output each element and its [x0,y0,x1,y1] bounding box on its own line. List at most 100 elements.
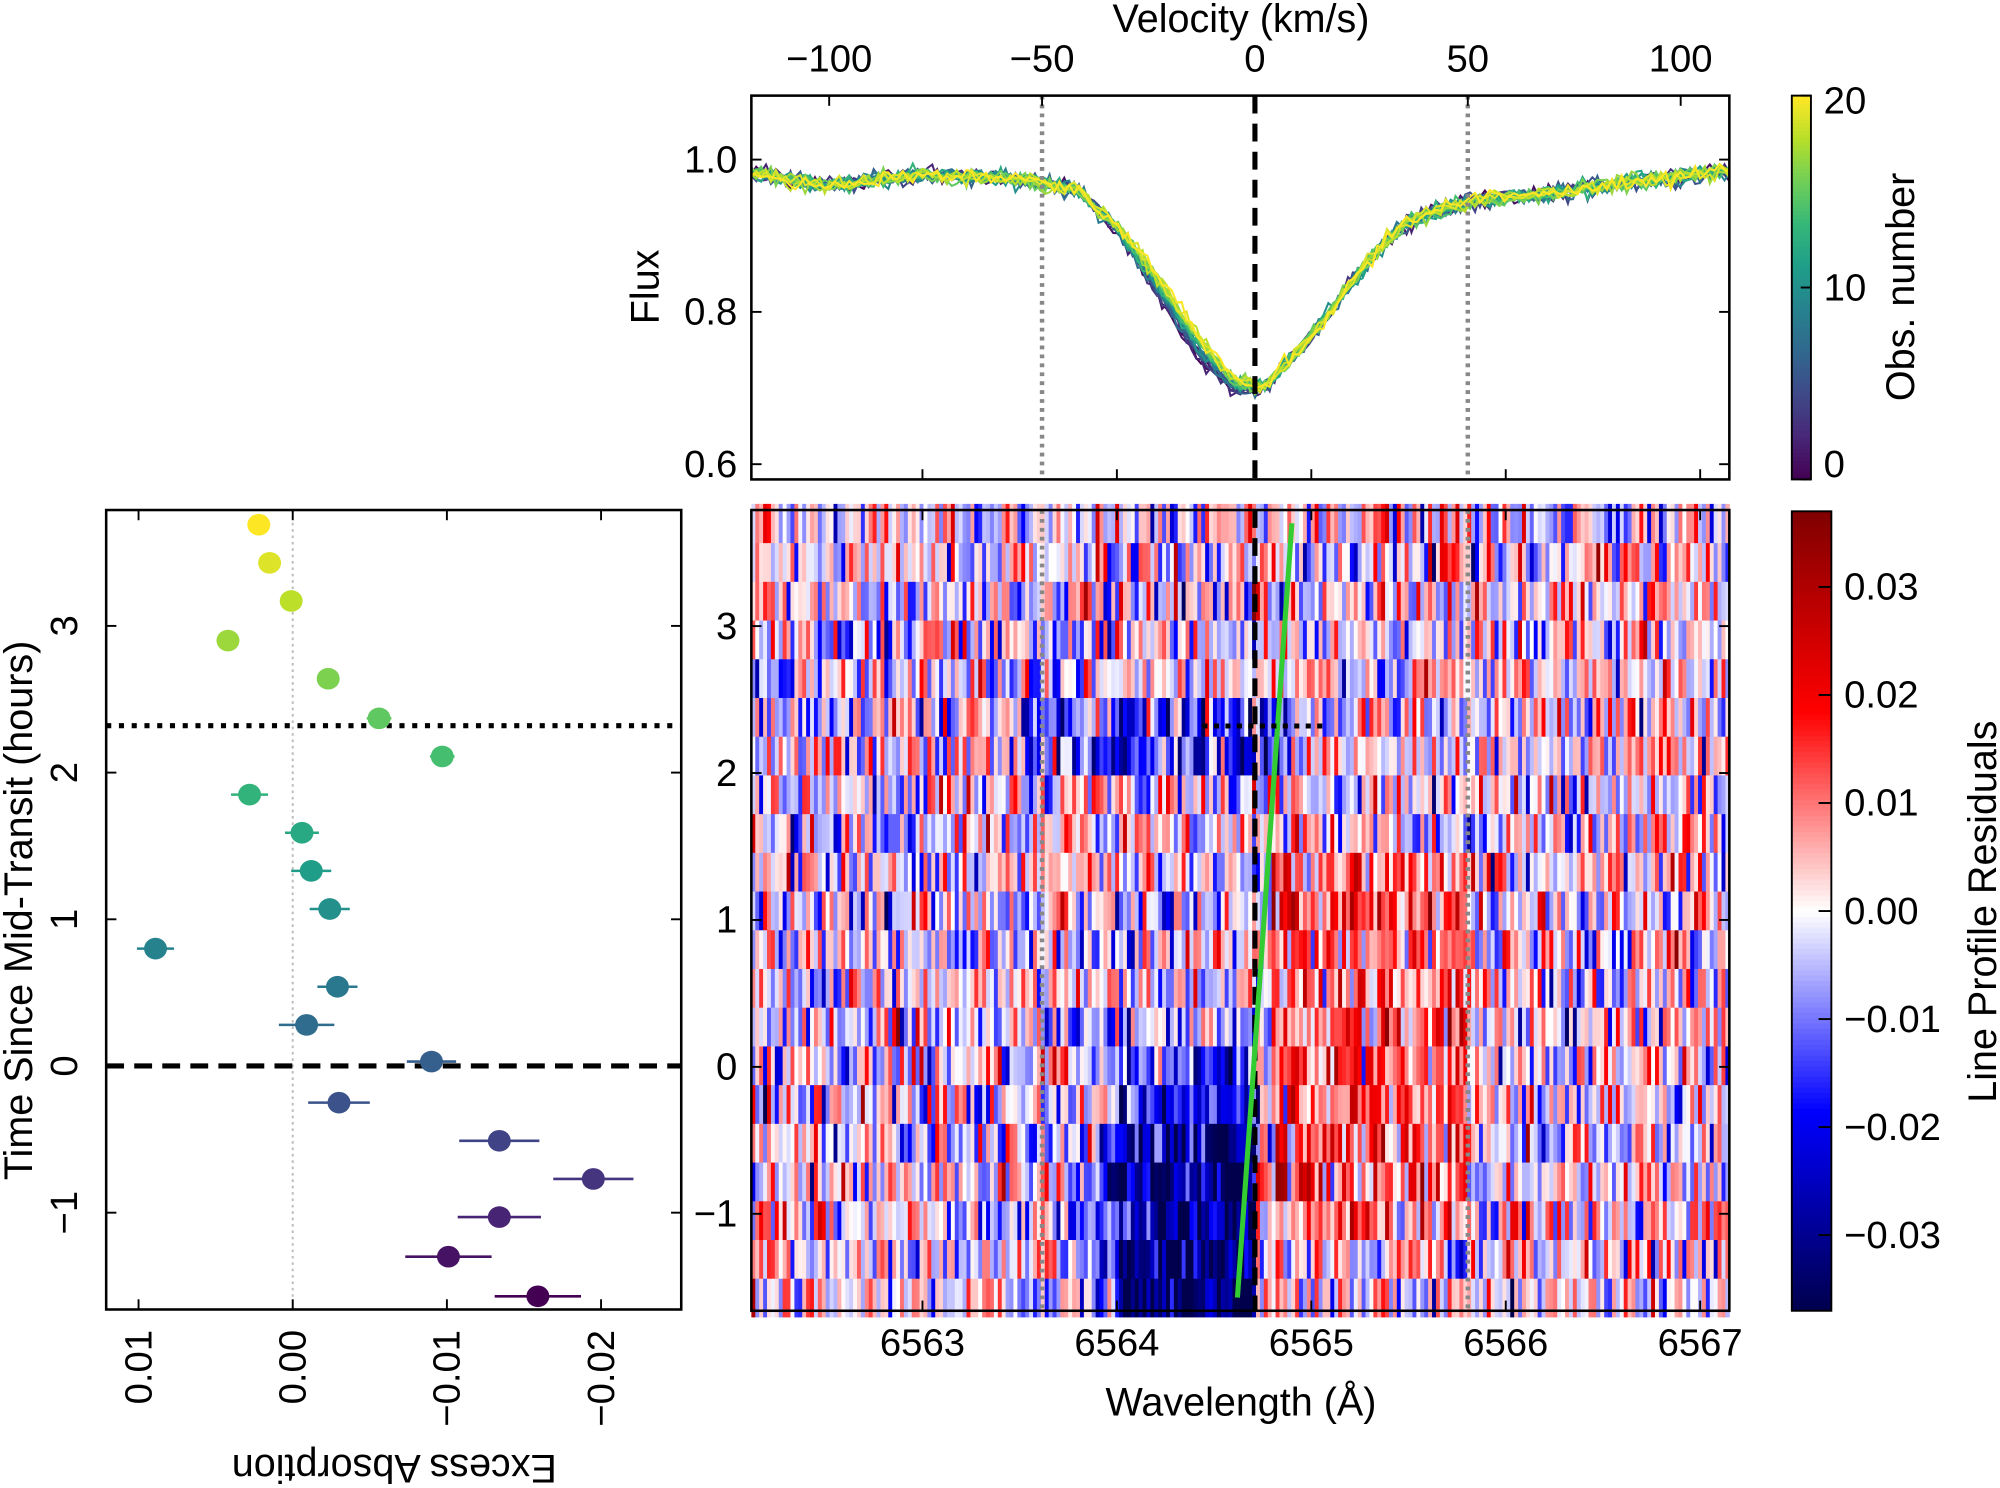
heatmap-cell [1271,1007,1277,1047]
heatmap-cell [829,620,835,660]
heatmap-cell [1455,1162,1460,1202]
heatmap-cell [1694,968,1699,1008]
heatmap-cell [943,620,948,660]
heatmap-cell [1138,929,1144,969]
heatmap-cell [986,968,991,1008]
heatmap-cell [1498,1045,1503,1086]
heatmap-cell [1033,852,1038,892]
heatmap-cell [864,891,870,931]
heatmap-cell [1690,1007,1695,1047]
heatmap-cell [1142,1123,1147,1163]
heatmap-cell [1115,774,1120,815]
heatmap-cell [1166,581,1171,621]
heatmap-cell [1662,581,1668,621]
heatmap-cell [888,852,893,892]
heatmap-cell [1486,581,1492,621]
heatmap-cell [1498,1162,1503,1202]
heatmap-cell [1674,968,1679,1008]
heatmap-cell [759,1084,764,1124]
heatmap-cell [1189,658,1194,698]
heatmap-cell [1592,736,1597,776]
heatmap-cell [978,1123,983,1163]
heatmap-cell [1197,658,1202,698]
heatmap-cell [1079,852,1085,892]
heatmap-cell [829,813,835,853]
heatmap-cell [1263,1200,1269,1240]
heatmap-cell [778,1045,784,1086]
heatmap-cell [1001,1007,1007,1047]
heatmap-cell [1455,1123,1460,1163]
heatmap-cell [1166,929,1171,969]
heatmap-cell [1627,620,1633,660]
heatmap-cell [896,736,901,776]
heatmap-cell [1056,1084,1061,1124]
heatmap-cell [1482,658,1488,698]
heatmap-cell [1698,697,1703,737]
heatmap-cell [1498,581,1503,621]
heatmap-cell [1275,1162,1280,1202]
heatmap-cell [1647,542,1652,582]
heatmap-cell [1248,697,1253,737]
heatmap-cell [860,1278,866,1318]
heatmap-cell [1529,891,1535,931]
heatmap-cell [1295,658,1300,698]
heatmap-cell [1623,774,1629,815]
heatmap-cell [1299,542,1304,582]
heatmap-cell [1396,658,1402,698]
heatmap-cell [868,620,874,660]
heatmap-cell [1443,1162,1449,1202]
heatmap-cell [1236,736,1241,776]
heatmap-cell [1721,1123,1726,1163]
heatmap-cell [1056,697,1061,737]
heatmap-cell [1408,581,1413,621]
heatmap-cell [1345,620,1351,660]
heatmap-cell [1338,1278,1343,1318]
heatmap-cell [1193,774,1198,815]
heatmap-cell [1619,1162,1625,1202]
heatmap-cell [1674,697,1679,737]
heatmap-cell [1310,697,1316,737]
heatmap-cell [892,968,897,1008]
heatmap-cell [892,813,897,853]
heatmap-cell [993,1007,999,1047]
heatmap-cell [1295,620,1300,660]
heatmap-cell [1107,774,1112,815]
heatmap-cell [1639,1278,1644,1318]
heatmap-cell [1201,929,1206,969]
heatmap-cell [1592,658,1597,698]
heatmap-cell [1400,1123,1406,1163]
heatmap-cell [1424,968,1429,1008]
heatmap-cell [896,929,901,969]
heatmap-cell [993,542,999,582]
heatmap-cell [1611,620,1617,660]
heatmap-cell [767,852,772,892]
heatmap-cell [1459,658,1464,698]
heatmap-cell [1604,1200,1609,1240]
heatmap-cell [907,1007,913,1047]
heatmap-cell [1209,697,1214,737]
heatmap-cell [1639,581,1644,621]
heatmap-cell [923,1239,928,1279]
heatmap-cell [1205,1045,1210,1086]
heatmap-cell [1115,620,1120,660]
heatmap-cell [821,1278,827,1318]
heatmap-cell [1322,1239,1327,1279]
heatmap-cell [1232,1084,1237,1124]
heatmap-cell [1103,1123,1108,1163]
heatmap-cell [1044,620,1050,660]
heatmap-cell [1494,542,1500,582]
heatmap-cell [1670,1084,1676,1124]
heatmap-cell [1627,1045,1633,1086]
heatmap-cell [1424,736,1429,776]
heatmap-cell [1349,968,1355,1008]
heatmap-cell [1115,658,1120,698]
heatmap-cell [1604,1239,1609,1279]
heatmap-cell [1561,968,1566,1008]
heatmap-cell [1330,1200,1335,1240]
heatmap-cell [1373,736,1378,776]
heatmap-cell [1130,891,1136,931]
heatmap-cell [1467,736,1472,776]
heatmap-cell [849,891,854,931]
heatmap-cell [1600,1007,1605,1047]
heatmap-cell [970,697,975,737]
